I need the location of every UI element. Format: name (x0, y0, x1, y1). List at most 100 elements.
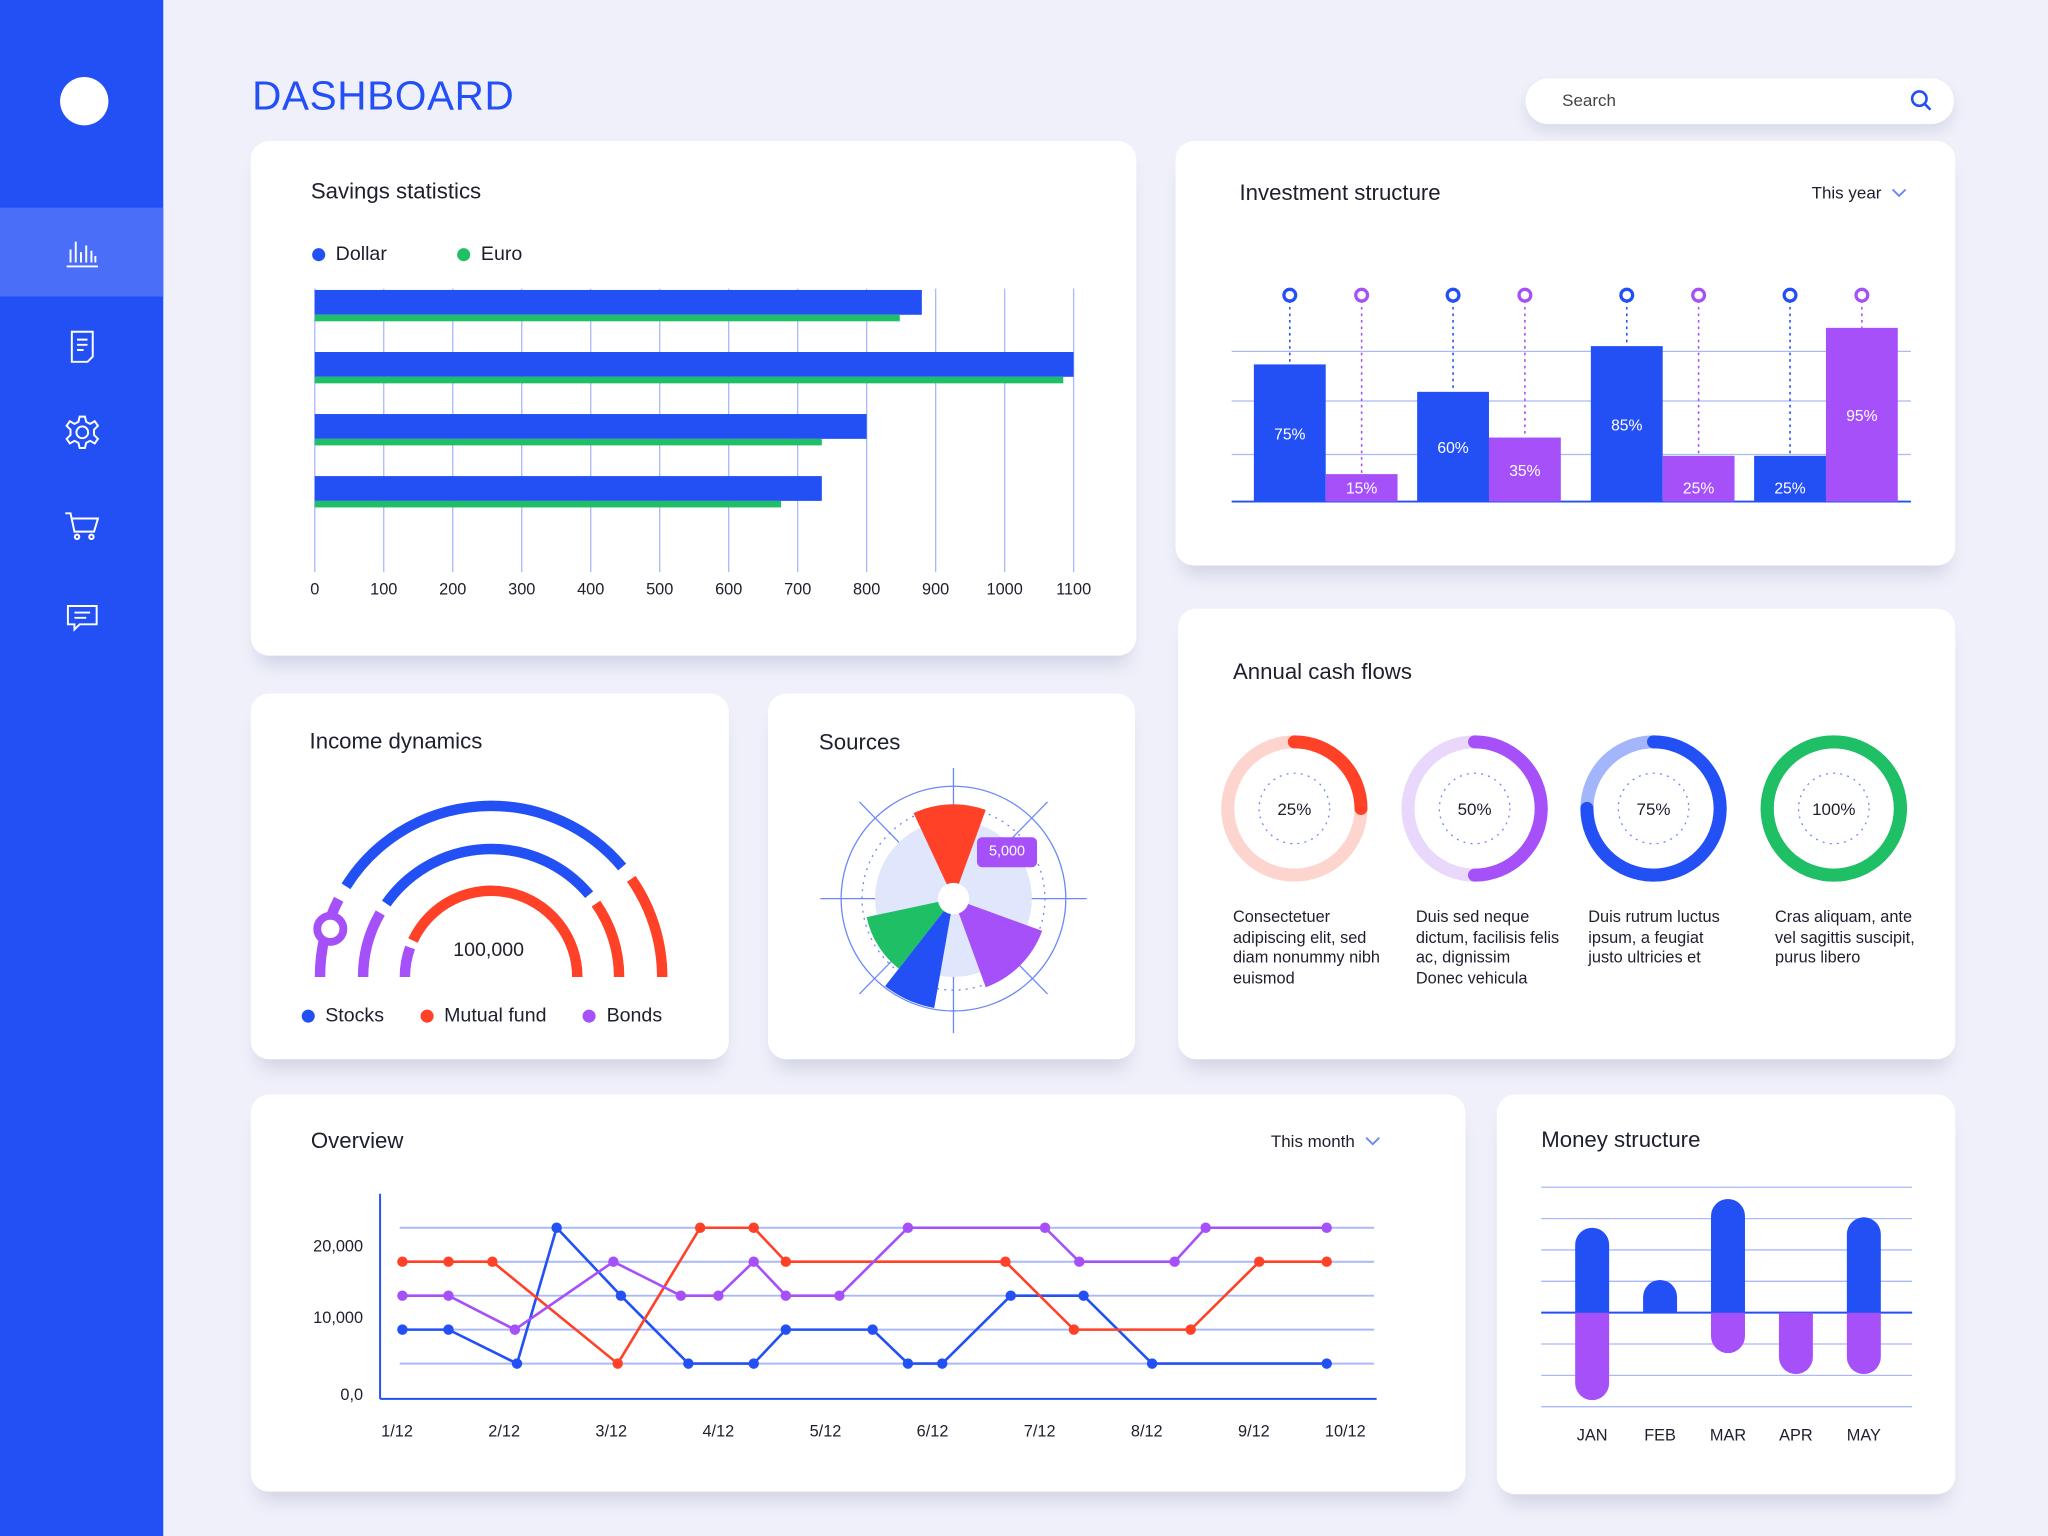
document-icon (70, 330, 94, 363)
center-hub (937, 882, 970, 915)
data-point (1074, 1256, 1085, 1267)
bar-positive (1643, 1279, 1678, 1313)
donut-progress (1401, 735, 1548, 882)
x-tick-label: 8/12 (1131, 1423, 1163, 1441)
card-title: Money structure (1541, 1127, 1701, 1152)
x-tick-label: FEB (1644, 1427, 1676, 1445)
chat-icon (66, 605, 97, 632)
x-tick-label: 9/12 (1238, 1423, 1270, 1441)
search-icon[interactable] (1910, 89, 1934, 113)
bar-euro (314, 314, 900, 322)
chevron-down-icon (1365, 1136, 1381, 1145)
data-point (615, 1290, 627, 1301)
sidebar-item-cart[interactable] (0, 481, 163, 570)
bar (1488, 437, 1561, 502)
money-structure-card: Money structure JAN FEB MAR APR MAY (1496, 1094, 1956, 1495)
marker-dot (1782, 287, 1798, 303)
bar-label: 95% (1846, 408, 1877, 425)
data-point (608, 1256, 619, 1267)
polar-slice (913, 804, 986, 899)
data-point (397, 1290, 408, 1301)
investment-chart: 75% 15% 60% 35% 85% 25% 25% 95% (1231, 287, 1911, 503)
savings-statistics-card: Savings statistics Dollar Euro 0 100 200 30… (250, 141, 1137, 656)
bar-euro (314, 438, 822, 446)
gauge-arc (341, 800, 627, 890)
x-tick-label: 900 (922, 580, 949, 598)
dotted-ring (861, 806, 1046, 991)
period-dropdown[interactable]: This year (1812, 183, 1908, 202)
data-point (902, 1358, 914, 1369)
gauge-arc (626, 875, 668, 978)
legend-stocks: Stocks (301, 1004, 384, 1027)
bar-negative (1846, 1312, 1881, 1375)
bar-positive (1575, 1227, 1610, 1313)
x-tick-label: 500 (646, 580, 673, 598)
legend-mutual-fund: Mutual fund (420, 1004, 546, 1027)
data-point (487, 1256, 498, 1267)
data-point (675, 1290, 687, 1301)
bar-label: 25% (1683, 481, 1714, 498)
x-tick-label: 5/12 (810, 1423, 842, 1441)
marker-dot (1282, 287, 1298, 303)
data-point (443, 1256, 454, 1267)
money-structure-chart: JAN FEB MAR APR MAY (1541, 1186, 1913, 1445)
legend-euro: Euro (457, 243, 522, 265)
marker-dot (1354, 287, 1370, 303)
logo[interactable] (60, 77, 109, 126)
period-dropdown[interactable]: This month (1271, 1131, 1381, 1151)
search-input[interactable] (1559, 88, 1892, 112)
x-tick-label: 1100 (1056, 580, 1091, 598)
data-point (1078, 1290, 1089, 1301)
search-bar[interactable] (1525, 78, 1954, 125)
gauge-arc (381, 843, 594, 907)
x-tick-label: 10/12 (1325, 1423, 1366, 1441)
sidebar (0, 0, 164, 1536)
bar-label: 85% (1611, 417, 1642, 434)
donut-description: Cras aliquam, ante vel sagittis suscipit… (1775, 907, 1915, 967)
data-point (1146, 1358, 1158, 1369)
overview-card: Overview This month 0,0 10,000 20,000 1/12 2… (250, 1094, 1466, 1492)
x-tick-label: 200 (439, 580, 466, 598)
bar-label: 25% (1774, 481, 1805, 498)
bar-label: 60% (1437, 440, 1468, 457)
data-point (1321, 1222, 1332, 1233)
bar-positive (1846, 1217, 1881, 1313)
data-point (780, 1256, 792, 1267)
bar-label: 15% (1346, 481, 1377, 498)
dotted-ring (1258, 772, 1331, 845)
x-tick-label: 1/12 (381, 1423, 413, 1441)
bar-dollar (314, 414, 867, 439)
data-point (509, 1324, 521, 1335)
data-point (1039, 1222, 1051, 1233)
page-title: DASHBOARD (252, 73, 515, 119)
legend-bonds: Bonds (583, 1004, 662, 1027)
bar-negative (1778, 1312, 1813, 1375)
sidebar-item-messages[interactable] (0, 573, 163, 662)
x-tick-label: 7/12 (1024, 1423, 1056, 1441)
dotted-ring (1617, 772, 1690, 845)
card-title: Sources (818, 730, 901, 755)
card-title: Savings statistics (310, 178, 482, 204)
sidebar-item-documents[interactable] (0, 302, 163, 391)
data-point (902, 1222, 914, 1233)
series-line (402, 1226, 1327, 1366)
sources-polar-chart (820, 767, 1087, 1034)
data-point (443, 1290, 454, 1301)
sidebar-item-statistics[interactable] (0, 207, 164, 297)
sidebar-item-settings[interactable] (0, 388, 163, 477)
y-tick-label: 0,0 (340, 1386, 363, 1404)
card-title: Overview (310, 1128, 404, 1154)
bar-dollar (314, 476, 822, 501)
bar-negative (1575, 1312, 1610, 1401)
sources-tooltip: 5,000 (976, 837, 1038, 868)
data-point (834, 1290, 845, 1301)
savings-chart: 0 100 200 300 400 500 600 700 800 900 1000 1100 (310, 288, 1091, 598)
donut-percent: 100% (1812, 800, 1855, 819)
cart-icon (64, 512, 99, 541)
data-point (443, 1324, 454, 1335)
bar-chart-icon (65, 241, 98, 268)
bar (1417, 391, 1489, 502)
gauge-center-value: 100,000 (453, 939, 525, 962)
bar (1590, 346, 1663, 502)
data-point (694, 1222, 706, 1233)
